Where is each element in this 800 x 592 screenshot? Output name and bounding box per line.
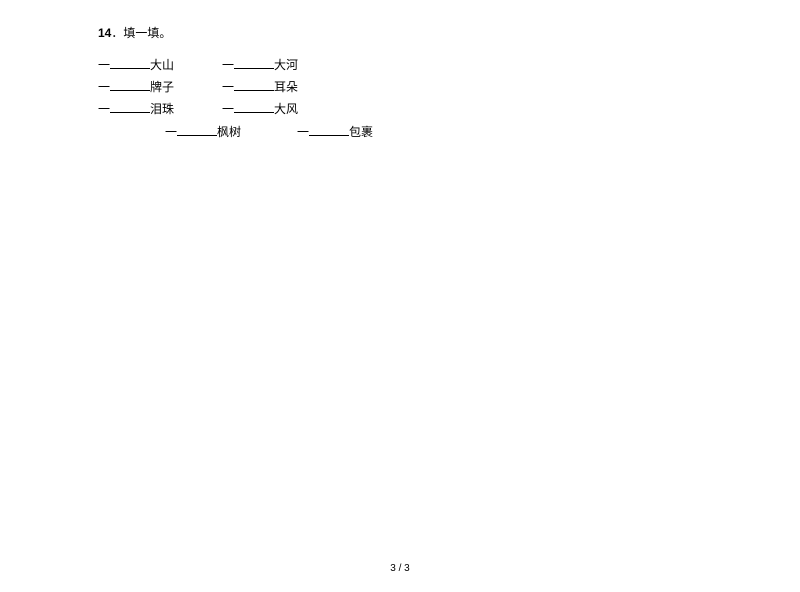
prefix-char: 一 xyxy=(98,58,110,72)
fill-row: 一 牌子 一 耳朵 xyxy=(98,77,698,97)
word-after-blank: 大山 xyxy=(150,58,174,72)
word-after-blank: 耳朵 xyxy=(274,80,298,94)
word-after-blank: 泪珠 xyxy=(150,102,174,116)
question-number: 14 xyxy=(98,26,111,40)
prefix-char: 一 xyxy=(297,125,309,139)
word-after-blank: 大风 xyxy=(274,102,298,116)
page-footer: 3 / 3 xyxy=(0,563,800,574)
word-after-blank: 包裹 xyxy=(349,125,373,139)
prefix-char: 一 xyxy=(222,80,234,94)
prefix-char: 一 xyxy=(98,80,110,94)
blank-line xyxy=(110,99,150,113)
fill-in-blanks: 一大山 一大河 一牌子 一耳朵 一泪珠 一大风 xyxy=(98,55,698,142)
fill-row: 一 大山 一 大河 xyxy=(98,55,698,75)
page-content: 14．填一填。 一大山 一大河 一牌子 一耳朵 一泪珠 xyxy=(98,24,698,144)
word-after-blank: 牌子 xyxy=(150,80,174,94)
question-title: 填一填。 xyxy=(123,26,171,40)
question-header: 14．填一填。 xyxy=(98,24,698,41)
blank-item: 一 泪珠 xyxy=(98,99,174,119)
prefix-char: 一 xyxy=(222,58,234,72)
blank-item: 一 大风 xyxy=(222,99,298,119)
fill-row: 一 枫树 一 包裹 xyxy=(98,122,698,142)
blank-line xyxy=(110,55,150,69)
blank-item: 一 大河 xyxy=(222,55,298,75)
question-dot: ． xyxy=(111,26,123,40)
blank-item: 一 大山 xyxy=(98,55,174,75)
blank-line xyxy=(234,99,274,113)
blank-item: 一 耳朵 xyxy=(222,77,298,97)
word-after-blank: 大河 xyxy=(274,58,298,72)
blank-item: 一 包裹 xyxy=(297,122,373,142)
page-number: 3 / 3 xyxy=(390,563,409,574)
blank-line xyxy=(110,77,150,91)
blank-line xyxy=(177,122,217,136)
prefix-char: 一 xyxy=(222,102,234,116)
word-after-blank: 枫树 xyxy=(217,125,241,139)
blank-item: 一 牌子 xyxy=(98,77,174,97)
blank-line xyxy=(234,77,274,91)
prefix-char: 一 xyxy=(165,125,177,139)
blank-line xyxy=(234,55,274,69)
fill-row: 一 泪珠 一 大风 xyxy=(98,99,698,119)
blank-line xyxy=(309,122,349,136)
blank-item: 一 枫树 xyxy=(165,122,241,142)
prefix-char: 一 xyxy=(98,102,110,116)
